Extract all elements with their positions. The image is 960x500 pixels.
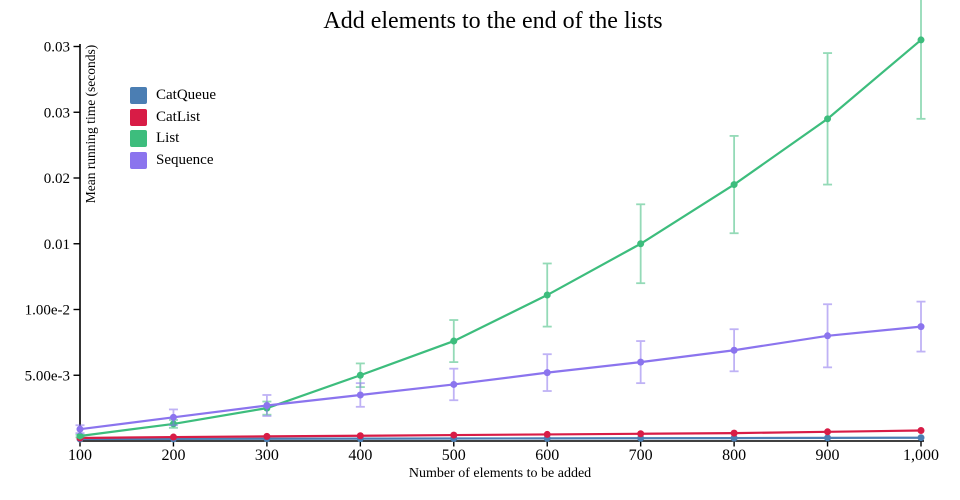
chart-title: Add elements to the end of the lists (323, 8, 663, 34)
svg-text:0.03: 0.03 (44, 105, 70, 121)
legend: CatQueue CatList List Sequence (130, 87, 216, 173)
data-point (917, 426, 925, 434)
data-point (730, 429, 738, 437)
svg-text:700: 700 (629, 447, 653, 464)
svg-text:1.00e-2: 1.00e-2 (25, 303, 70, 319)
data-point (450, 431, 458, 439)
svg-text:1,000: 1,000 (903, 447, 939, 464)
data-point (730, 346, 738, 354)
svg-text:0.02: 0.02 (44, 171, 70, 187)
svg-text:0.03: 0.03 (44, 40, 70, 56)
legend-item-catqueue: CatQueue (130, 87, 216, 104)
legend-item-list: List (130, 130, 216, 148)
series-sequence (75, 300, 926, 435)
series-list (75, 0, 926, 440)
svg-text:5.00e-3: 5.00e-3 (25, 368, 70, 384)
legend-label: CatList (156, 108, 201, 125)
series-line (79, 39, 922, 438)
data-point (543, 369, 551, 377)
legend-color-swatch (130, 87, 147, 104)
y-axis-label: Mean running time (seconds) (83, 44, 98, 204)
data-point (356, 432, 364, 440)
svg-text:900: 900 (816, 447, 840, 464)
data-point (824, 428, 832, 436)
data-point (917, 36, 925, 44)
legend-item-sequence: Sequence (130, 151, 216, 169)
x-axis-label: Number of elements to be added (408, 466, 592, 481)
y-ticks: 5.00e-3 1.00e-2 0.01 0.02 0.03 0.03 (25, 40, 80, 384)
svg-text:100: 100 (68, 447, 92, 464)
data-point (356, 391, 364, 399)
data-point (169, 413, 177, 421)
data-point (263, 401, 271, 409)
svg-text:600: 600 (535, 447, 559, 464)
error-bars (75, 0, 926, 439)
data-point (450, 380, 458, 388)
data-point (543, 291, 551, 299)
data-point (824, 115, 832, 123)
legend-color-swatch (130, 108, 147, 126)
legend-label: Sequence (156, 151, 214, 168)
series-line (79, 429, 922, 440)
data-point (637, 358, 645, 366)
legend-label: CatQueue (156, 87, 216, 103)
series-line (79, 436, 922, 441)
data-point (263, 432, 271, 440)
legend-color-swatch (130, 130, 147, 148)
data-point (917, 434, 925, 442)
svg-text:300: 300 (255, 447, 279, 464)
data-point (824, 434, 832, 442)
data-point (730, 434, 738, 442)
data-point (637, 430, 645, 438)
legend-label: List (156, 130, 180, 147)
data-point (824, 332, 832, 340)
svg-text:500: 500 (442, 447, 466, 464)
legend-color-swatch (130, 151, 147, 169)
data-point (76, 432, 84, 440)
series-catlist (76, 426, 925, 442)
series-line (79, 325, 922, 431)
data-point (76, 425, 84, 433)
data-point (730, 181, 738, 189)
data-point (637, 240, 645, 248)
data-point (356, 371, 364, 379)
data-point (543, 430, 551, 438)
data-point (917, 323, 925, 331)
data-point (169, 433, 177, 441)
svg-text:200: 200 (161, 447, 185, 464)
svg-text:400: 400 (348, 447, 372, 464)
x-ticks: 100 200 300 400 500 600 700 800 900 1,000 (68, 441, 939, 464)
svg-text:800: 800 (722, 447, 746, 464)
data-point (450, 337, 458, 345)
legend-item-catlist: CatList (130, 108, 216, 126)
svg-text:0.01: 0.01 (44, 237, 70, 253)
